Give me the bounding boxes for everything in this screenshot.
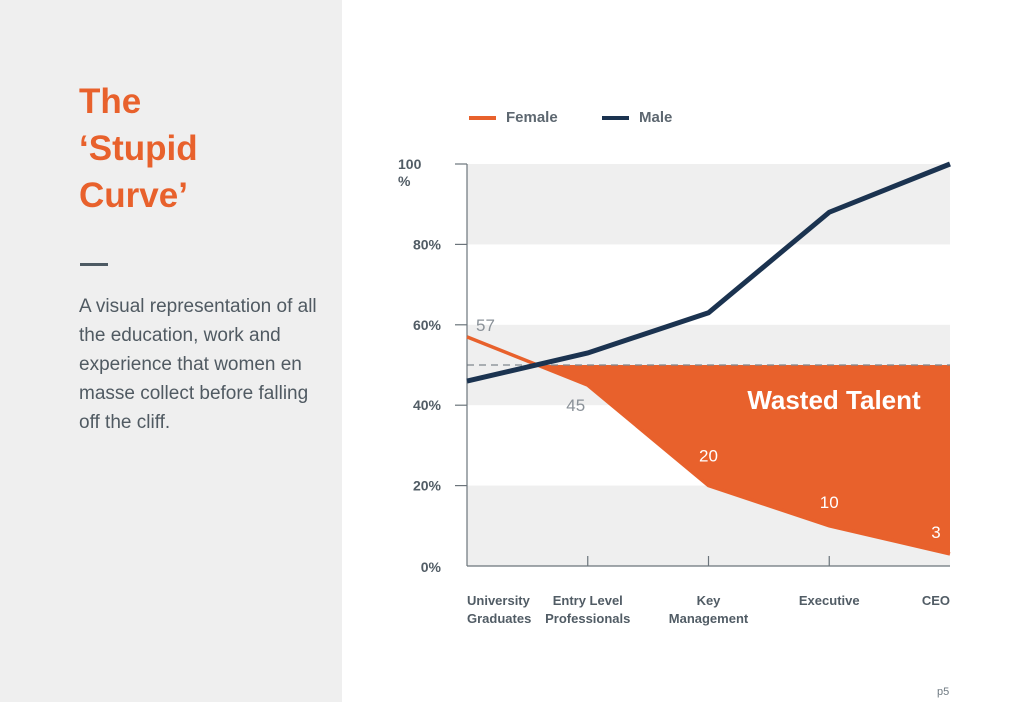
- legend-label-female: Female: [506, 109, 558, 126]
- x-category-label: Executive: [799, 593, 860, 608]
- y-tick-label: 80%: [413, 236, 442, 252]
- slide-title: The ‘Stupid Curve’: [79, 78, 198, 219]
- left-panel: [0, 0, 342, 702]
- x-category-label: Management: [669, 611, 749, 626]
- description-text: A visual representation of all the educa…: [79, 296, 317, 433]
- x-category-label: University: [467, 593, 531, 608]
- female-data-label: 3: [931, 523, 940, 542]
- wasted-talent-area: [537, 365, 950, 554]
- male-series-line: [466, 161, 951, 384]
- y-tick-label: 60%: [413, 317, 442, 333]
- legend-label-male: Male: [639, 109, 672, 126]
- page-number: p5: [937, 686, 950, 698]
- y-tick-label: %: [398, 173, 411, 189]
- x-category-label: Entry Level: [553, 593, 623, 608]
- y-tick-label: 0%: [421, 559, 442, 575]
- female-data-label: 20: [699, 447, 718, 466]
- female-data-label: 10: [820, 493, 839, 512]
- female-data-label: 57: [476, 316, 495, 335]
- x-category-label: Key: [697, 593, 722, 608]
- x-category-label: CEO: [922, 593, 950, 608]
- title-line: ‘Stupid: [79, 129, 198, 168]
- title-divider: [80, 263, 108, 266]
- title-line: Curve’: [79, 176, 188, 215]
- x-category-label: Graduates: [467, 611, 531, 626]
- y-tick-label: 100: [398, 156, 422, 172]
- wasted-talent-label: Wasted Talent: [747, 385, 921, 415]
- female-series-line: [466, 335, 951, 556]
- grid-band: [467, 164, 950, 245]
- female-data-label: 45: [566, 396, 585, 415]
- y-tick-label: 40%: [413, 397, 442, 413]
- title-line: The: [79, 82, 142, 121]
- y-tick-label: 20%: [413, 478, 442, 494]
- x-category-label: Professionals: [545, 611, 630, 626]
